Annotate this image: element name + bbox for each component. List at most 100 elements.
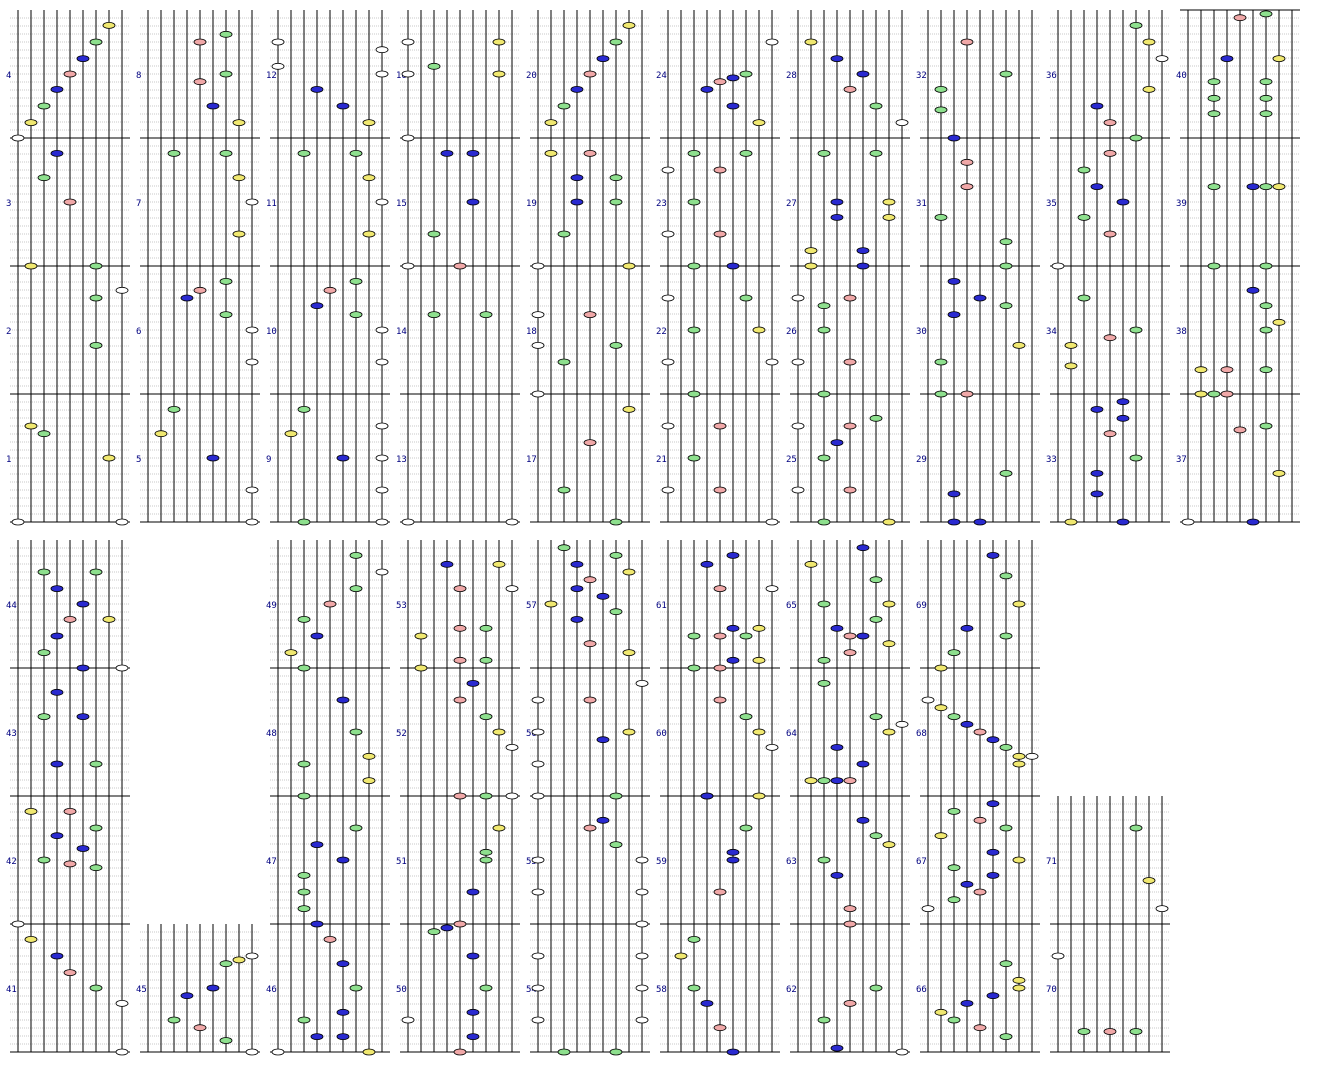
note-green (947, 713, 961, 721)
note-red (1103, 149, 1117, 157)
note-red (843, 649, 857, 657)
measure-number: 26 (786, 327, 797, 337)
note-white (271, 62, 285, 70)
note-yellow (752, 624, 766, 632)
note-white (375, 70, 389, 78)
note-blue (570, 174, 584, 182)
note-blue (1116, 518, 1130, 526)
note-green (609, 608, 623, 616)
note-blue (973, 294, 987, 302)
note-green (89, 984, 103, 992)
chart-column: 13 14 15 16 (396, 10, 520, 526)
note-green (739, 294, 753, 302)
note-yellow (232, 956, 246, 964)
note-white (271, 38, 285, 46)
note-green (609, 198, 623, 206)
note-green (687, 390, 701, 398)
measure-number: 61 (656, 601, 667, 611)
measure-number: 33 (1046, 455, 1057, 465)
measure-number: 18 (526, 327, 537, 337)
note-red (63, 615, 77, 623)
note-green (999, 238, 1013, 246)
measure-number: 40 (1176, 71, 1187, 81)
note-blue (960, 999, 974, 1007)
note-green (167, 1016, 181, 1024)
note-yellow (102, 615, 116, 623)
chart-column: 17 18 19 20 (526, 10, 650, 526)
note-green (817, 326, 831, 334)
note-green (999, 572, 1013, 580)
note-green (297, 664, 311, 672)
note-blue (466, 888, 480, 896)
note-white (921, 696, 935, 704)
note-blue (700, 85, 714, 93)
chart-column: 45 (136, 924, 260, 1056)
note-blue (50, 632, 64, 640)
note-yellow (492, 824, 506, 832)
measure-number: 4 (6, 71, 11, 81)
note-blue (310, 1033, 324, 1041)
note-green (427, 62, 441, 70)
note-yellow (1012, 341, 1026, 349)
note-white (505, 792, 519, 800)
note-yellow (414, 632, 428, 640)
note-white (531, 856, 545, 864)
note-blue (466, 198, 480, 206)
note-red (713, 696, 727, 704)
note-red (713, 888, 727, 896)
note-red (453, 696, 467, 704)
note-red (973, 816, 987, 824)
note-yellow (1012, 856, 1026, 864)
note-yellow (622, 728, 636, 736)
note-green (479, 984, 493, 992)
note-red (960, 390, 974, 398)
measure-number: 69 (916, 601, 927, 611)
note-blue (570, 615, 584, 623)
measure-number: 63 (786, 857, 797, 867)
note-blue (310, 841, 324, 849)
note-red (713, 664, 727, 672)
note-blue (50, 149, 64, 157)
note-yellow (232, 119, 246, 127)
measure-number: 6 (136, 327, 141, 337)
note-blue (596, 55, 610, 63)
note-white (375, 454, 389, 462)
note-yellow (1012, 976, 1026, 984)
note-blue (986, 551, 1000, 559)
note-blue (830, 777, 844, 785)
note-white (531, 311, 545, 319)
measure-number: 51 (396, 857, 407, 867)
note-white (375, 486, 389, 494)
measure-number: 30 (916, 327, 927, 337)
note-white (245, 358, 259, 366)
note-green (817, 1016, 831, 1024)
note-red (1233, 426, 1247, 434)
measure-number: 68 (916, 729, 927, 739)
note-yellow (1064, 362, 1078, 370)
note-blue (726, 656, 740, 664)
chart-column: 62 63 64 65 (786, 540, 910, 1056)
note-white (375, 358, 389, 366)
note-green (1129, 134, 1143, 142)
note-red (973, 1024, 987, 1032)
note-green (934, 358, 948, 366)
note-red (843, 358, 857, 366)
note-yellow (102, 454, 116, 462)
note-green (934, 106, 948, 114)
note-green (739, 632, 753, 640)
note-green (297, 518, 311, 526)
note-white (375, 568, 389, 576)
note-green (817, 679, 831, 687)
note-blue (726, 848, 740, 856)
note-blue (830, 871, 844, 879)
note-green (349, 311, 363, 319)
note-green (37, 568, 51, 576)
measure-number: 28 (786, 71, 797, 81)
note-blue (986, 736, 1000, 744)
chart-column: 66 67 68 69 (916, 540, 1040, 1053)
note-red (713, 422, 727, 430)
note-green (687, 664, 701, 672)
note-yellow (934, 1008, 948, 1016)
note-green (37, 430, 51, 438)
note-red (843, 777, 857, 785)
